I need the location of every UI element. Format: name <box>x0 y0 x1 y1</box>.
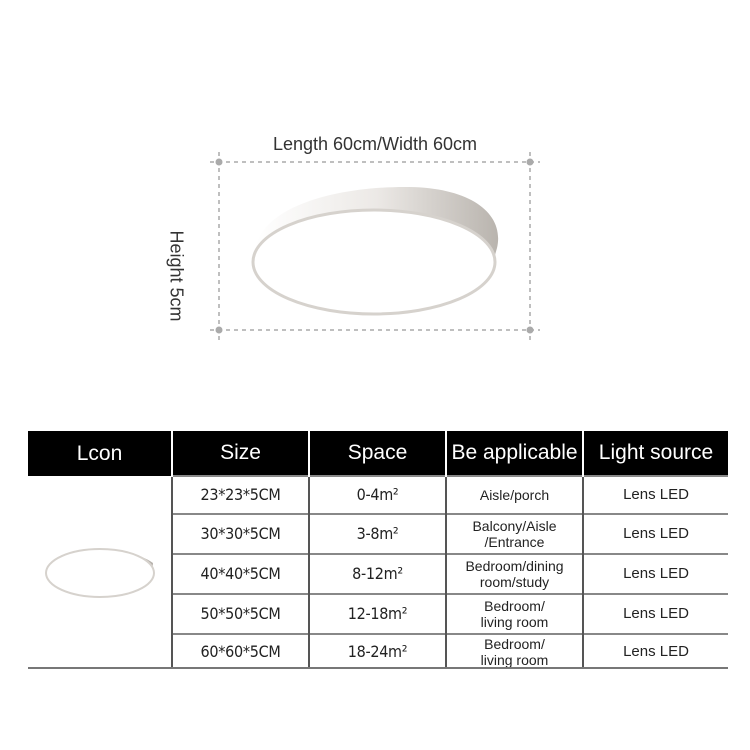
spec-table: Lcon Size Space Be applicable Light sour… <box>28 431 728 668</box>
table-row: 40*40*5CM 8-12m² Bedroom/dining room/study L… <box>28 553 728 594</box>
light-source-cell: Lens LED <box>582 513 728 554</box>
applicable-cell: Bedroom/dining room/study <box>445 553 583 594</box>
light-source-cell: Lens LED <box>582 593 728 634</box>
space-cell: 3-8m² <box>308 513 446 554</box>
table-row: 30*30*5CM 3-8m² Balcony/Aisle/Entrance Lens… <box>28 513 728 554</box>
applicable-line-2: /Entrance <box>484 534 545 550</box>
dimension-diagram <box>210 152 540 342</box>
size-cell: 60*60*5CM <box>171 633 309 668</box>
applicable-line-2: living room <box>480 614 549 630</box>
header-space: Space <box>308 431 446 476</box>
header-size: Size <box>171 431 309 476</box>
applicable-line-1: Bedroom/dining <box>465 558 564 574</box>
light-source-cell: Lens LED <box>582 633 728 668</box>
applicable-line-2: living room <box>480 651 549 668</box>
table-bottom-border <box>28 667 728 669</box>
table-row: 50*50*5CM 12-18m² Bedroom/living room Lens … <box>28 593 728 634</box>
space-cell: 12-18m² <box>308 593 446 634</box>
light-source-cell: Lens LED <box>582 553 728 594</box>
lamp-icon-cell <box>28 476 172 668</box>
applicable-line-2: room/study <box>479 574 550 590</box>
table-header-row: Lcon Size Space Be applicable Light sour… <box>28 431 728 476</box>
guide-dots <box>215 158 534 334</box>
header-icon: Lcon <box>28 431 172 476</box>
applicable-cell: Bedroom/living room <box>445 633 583 668</box>
size-cell: 40*40*5CM <box>171 553 309 594</box>
applicable-cell: Aisle/porch <box>445 475 583 514</box>
table-row: 23*23*5CM 0-4m² Aisle/porch Lens LED <box>28 475 728 598</box>
applicable-line-1: Bedroom/ <box>484 635 545 652</box>
applicable-cell: Bedroom/living room <box>445 593 583 634</box>
applicable-line-1: Bedroom/ <box>484 598 545 614</box>
space-cell: 18-24m² <box>308 633 446 668</box>
ceiling-lamp-image <box>251 186 499 316</box>
applicable-cell: Balcony/Aisle/Entrance <box>445 513 583 554</box>
applicable-line-1: Aisle/porch <box>479 487 550 503</box>
table-row: 60*60*5CM 18-24m² Bedroom/living room Lens … <box>28 633 728 668</box>
space-cell: 0-4m² <box>308 475 446 514</box>
dimension-label: Length 60cm/Width 60cm <box>272 134 478 154</box>
size-cell: 30*30*5CM <box>171 513 309 554</box>
height-label: Height 5cm <box>166 230 187 322</box>
size-cell: 50*50*5CM <box>171 593 309 634</box>
dimension-guides <box>210 152 540 342</box>
header-light-source: Light source <box>582 431 728 476</box>
size-cell: 23*23*5CM <box>171 475 309 514</box>
light-source-cell: Lens LED <box>582 475 728 514</box>
ceiling-lamp-icon <box>44 548 155 598</box>
space-cell: 8-12m² <box>308 553 446 594</box>
header-applicable: Be applicable <box>445 431 583 476</box>
applicable-line-1: Balcony/Aisle <box>472 518 557 534</box>
